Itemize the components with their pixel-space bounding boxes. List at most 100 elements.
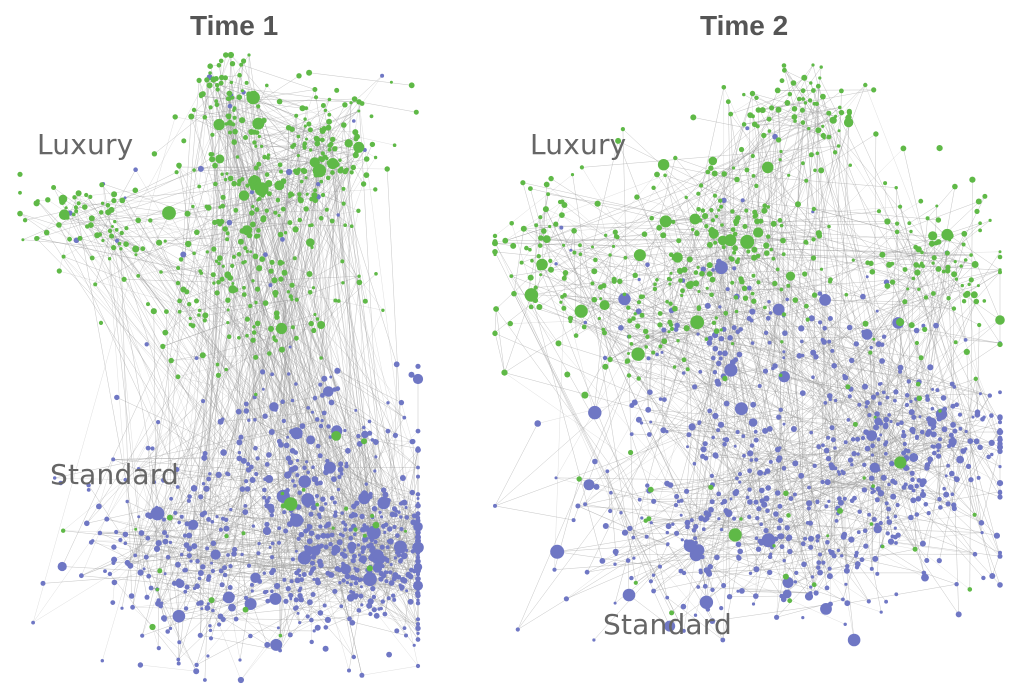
standard-node (283, 528, 289, 534)
standard-node (392, 432, 398, 438)
standard-node (197, 576, 202, 581)
luxury-node (84, 192, 89, 198)
luxury-node (763, 242, 770, 249)
standard-node (613, 562, 617, 566)
standard-node (222, 591, 235, 604)
luxury-node (305, 137, 308, 141)
luxury-node (722, 375, 728, 382)
luxury-node (935, 204, 939, 208)
standard-node (183, 567, 189, 573)
luxury-node (231, 139, 237, 145)
standard-node (808, 315, 815, 322)
luxury-node (509, 274, 514, 278)
standard-node (188, 526, 192, 530)
standard-node (298, 475, 312, 488)
luxury-node (256, 161, 262, 167)
standard-node (310, 410, 315, 414)
luxury-node (873, 415, 877, 419)
luxury-node (243, 135, 248, 140)
standard-node (399, 587, 404, 591)
standard-node (845, 564, 850, 569)
luxury-node (214, 290, 220, 296)
standard-node (816, 565, 821, 570)
luxury-node (237, 72, 242, 78)
standard-node (749, 308, 756, 315)
standard-node (165, 629, 170, 634)
standard-node (307, 599, 313, 606)
standard-node (239, 486, 246, 492)
luxury-node (252, 90, 257, 96)
standard-node (927, 364, 934, 371)
standard-node (298, 596, 305, 603)
luxury-node (723, 310, 729, 316)
luxury-node (698, 183, 704, 188)
standard-node (879, 433, 883, 437)
standard-node (787, 548, 793, 555)
luxury-node (578, 243, 582, 248)
standard-node (266, 503, 275, 511)
luxury-node (329, 218, 335, 224)
standard-node (779, 593, 784, 599)
luxury-node (909, 229, 913, 234)
standard-node (954, 402, 959, 408)
luxury-node (751, 298, 757, 304)
standard-node (844, 600, 851, 607)
luxury-node (181, 138, 187, 144)
luxury-node (837, 129, 841, 133)
luxury-node (752, 209, 758, 215)
standard-node (822, 325, 827, 331)
luxury-node (354, 133, 360, 140)
luxury-node (313, 312, 317, 317)
luxury-node (811, 582, 817, 588)
standard-node (287, 372, 291, 376)
luxury-node (871, 484, 875, 488)
standard-node (813, 354, 819, 360)
standard-node (244, 479, 249, 484)
luxury-node (217, 221, 223, 227)
standard-node (210, 540, 217, 547)
standard-node (724, 363, 738, 377)
luxury-node (691, 227, 695, 232)
luxury-node (198, 269, 202, 273)
standard-node (631, 399, 638, 406)
standard-node (812, 463, 817, 468)
standard-node (950, 492, 955, 497)
standard-node (989, 413, 994, 418)
luxury-node (813, 168, 817, 173)
standard-node (299, 577, 304, 583)
standard-node (287, 632, 293, 638)
luxury-node (296, 134, 301, 139)
luxury-node (651, 185, 656, 190)
standard-node (356, 433, 361, 439)
standard-node (635, 416, 642, 423)
luxury-node (548, 224, 552, 229)
standard-node (352, 594, 358, 600)
luxury-node (271, 277, 278, 284)
luxury-node (384, 166, 390, 172)
luxury-node (907, 221, 912, 226)
standard-node (389, 562, 393, 567)
luxury-node (227, 113, 232, 118)
standard-node (322, 645, 329, 652)
luxury-node (829, 116, 837, 124)
standard-node (137, 515, 141, 519)
luxury-node (734, 222, 738, 226)
luxury-node (713, 328, 720, 334)
luxury-node (211, 246, 217, 252)
standard-node (356, 543, 361, 547)
standard-node (317, 610, 324, 616)
standard-node (285, 455, 292, 462)
standard-node (136, 467, 141, 471)
luxury-node (157, 568, 163, 574)
luxury-node (935, 266, 942, 272)
standard-node (717, 421, 725, 428)
luxury-node (501, 369, 508, 376)
standard-node (998, 390, 1002, 395)
standard-node (870, 394, 877, 400)
standard-node (264, 498, 270, 504)
luxury-node (192, 168, 196, 172)
luxury-node (225, 231, 230, 236)
luxury-node (331, 526, 335, 530)
standard-node (629, 432, 634, 436)
luxury-node (242, 285, 246, 290)
